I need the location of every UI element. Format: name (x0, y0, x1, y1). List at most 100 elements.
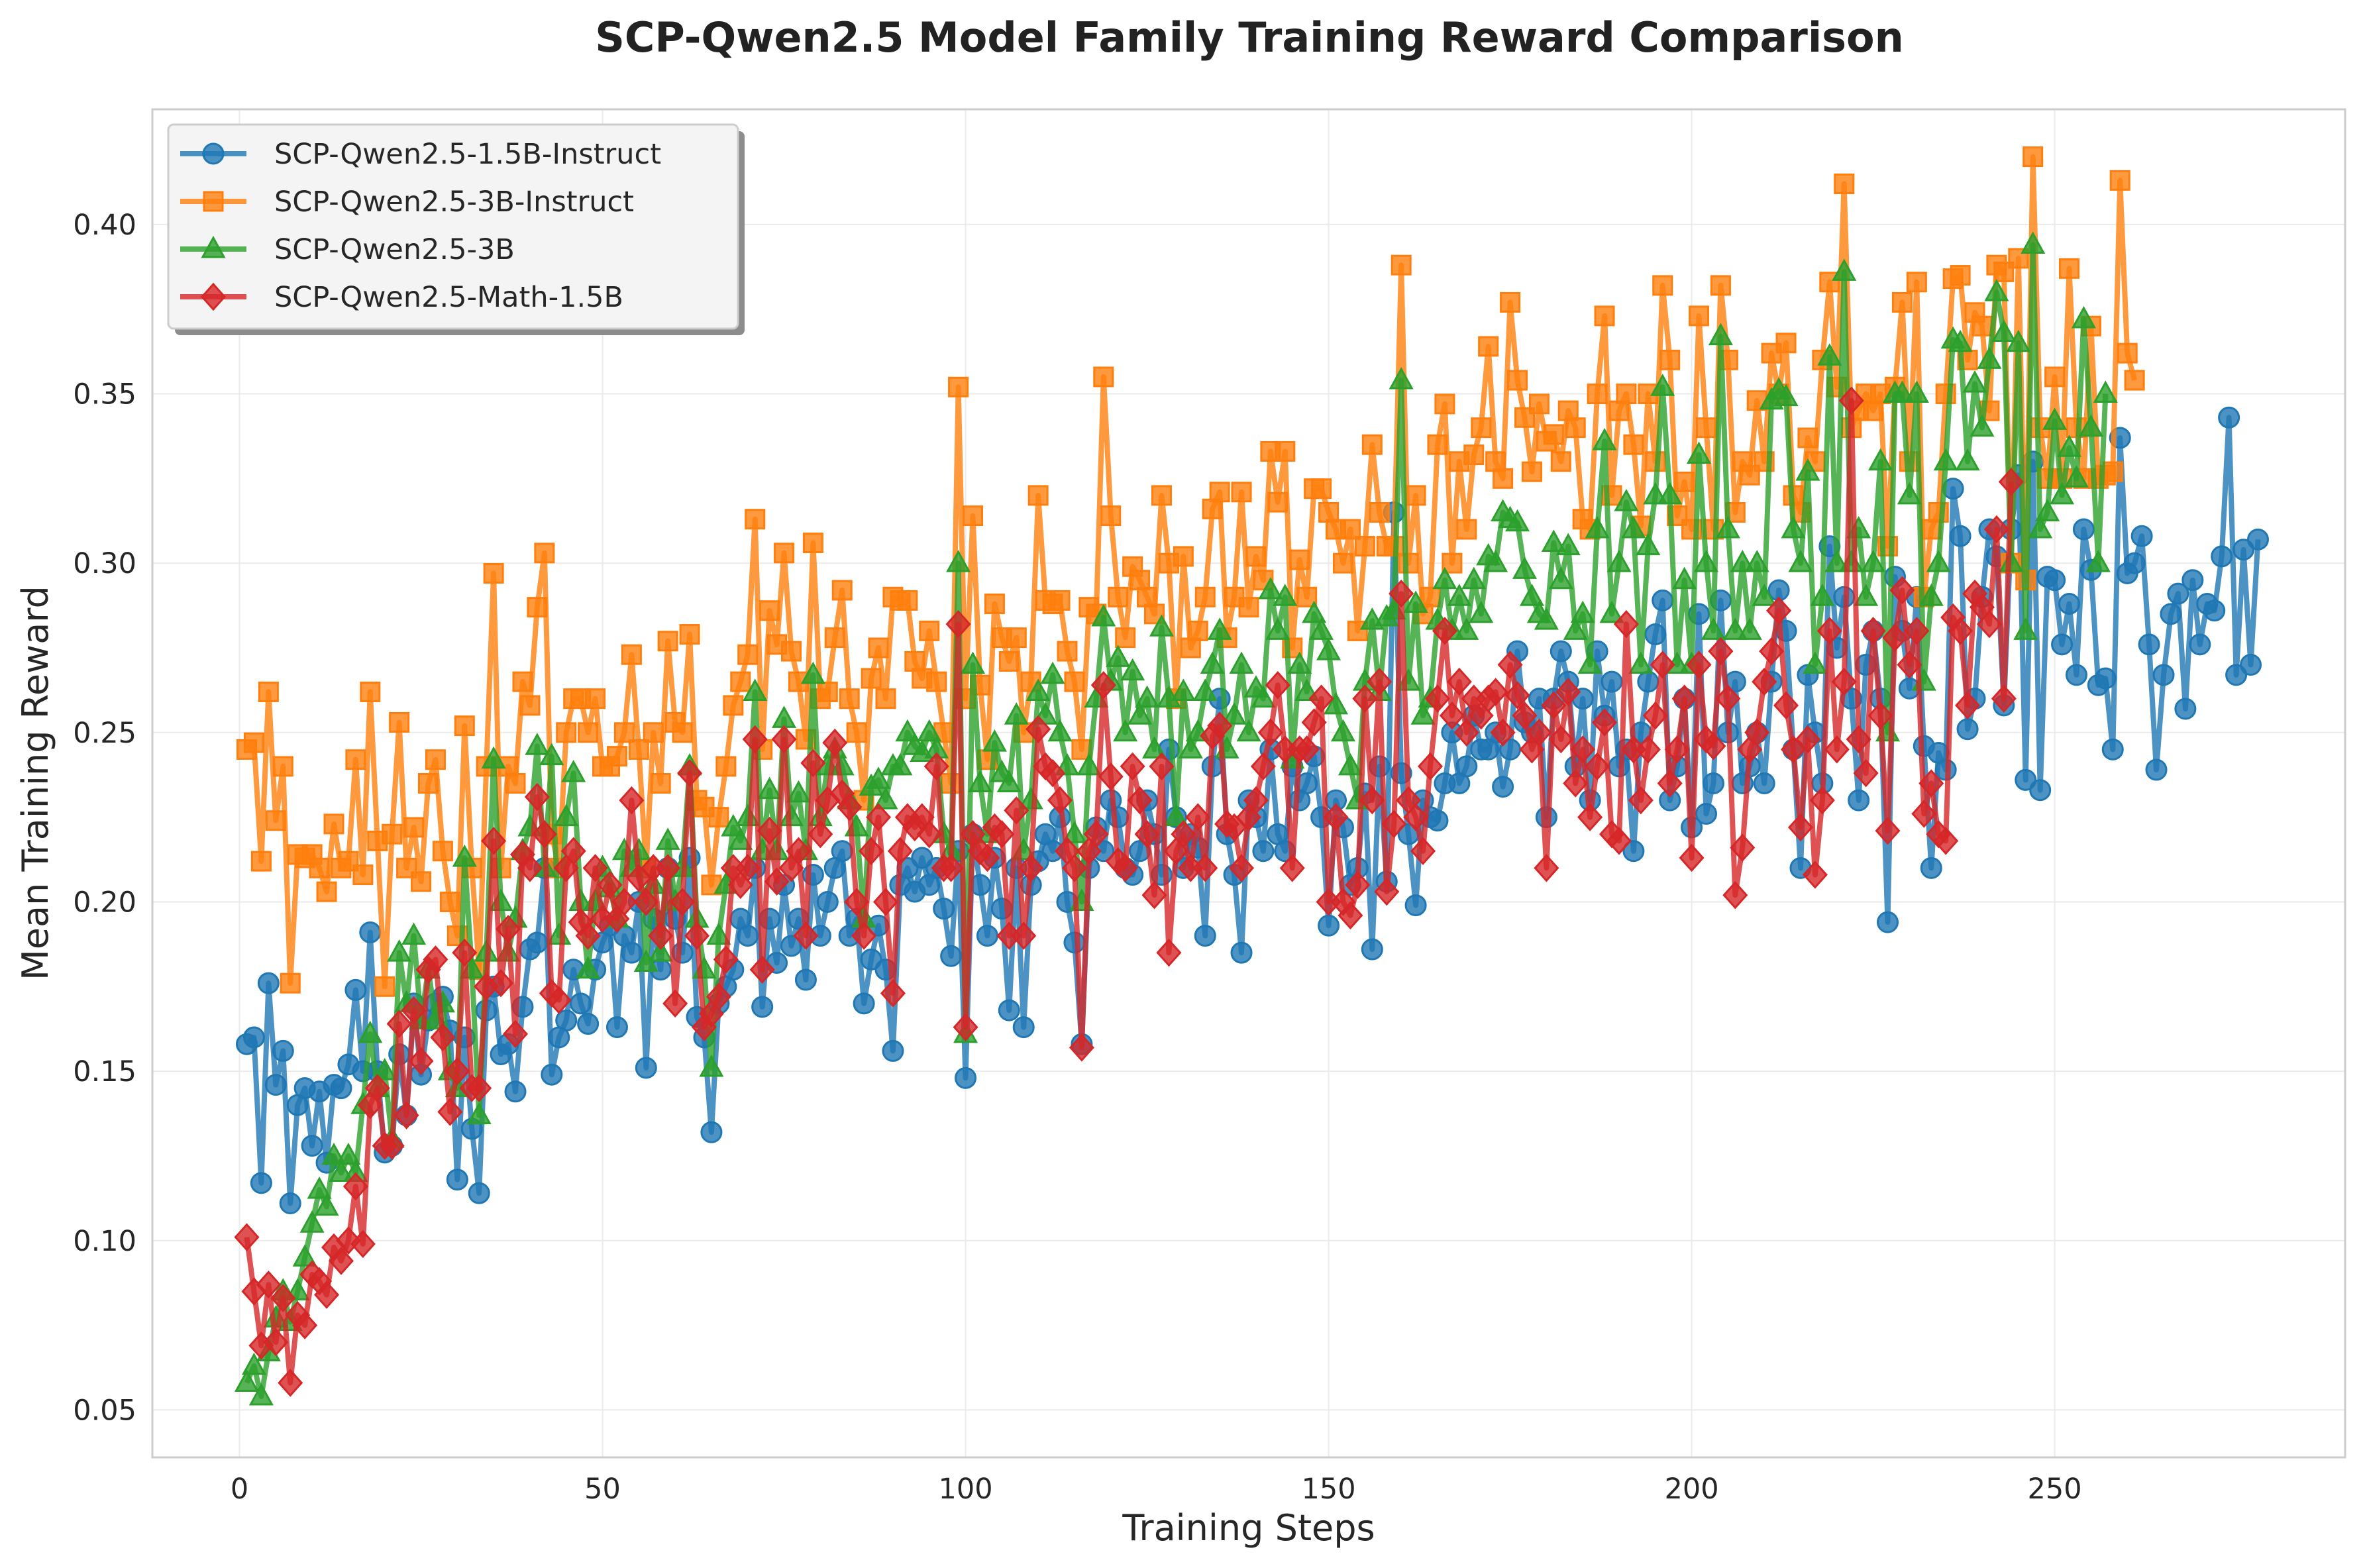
data-point (1541, 529, 1566, 552)
data-point (1287, 651, 1312, 674)
data-point (2109, 170, 2130, 191)
data-point (1521, 461, 1542, 482)
data-point (577, 1013, 600, 1035)
data-point (1171, 678, 1196, 701)
data-point (263, 1328, 289, 1357)
data-point (1541, 691, 1567, 720)
data-point (1730, 833, 1756, 862)
data-point (737, 925, 759, 947)
data-point (1077, 753, 1102, 776)
data-point (1652, 589, 1674, 611)
data-point (1098, 762, 1124, 791)
data-point (963, 505, 984, 527)
data-point (250, 1172, 272, 1194)
data-point (1637, 670, 1659, 693)
data-point (1294, 735, 1320, 764)
data-point (1047, 786, 1073, 815)
data-point (1497, 651, 1523, 679)
data-point (2211, 545, 2233, 568)
data-point (314, 1193, 339, 1216)
data-point (866, 803, 892, 831)
legend-item: SCP-Qwen2.5-3B (180, 233, 515, 266)
data-point (1991, 684, 2017, 713)
data-point (264, 1074, 287, 1096)
data-point (1302, 600, 1327, 623)
data-point (2058, 593, 2081, 615)
data-point (1809, 786, 1835, 815)
data-point (1100, 505, 1122, 527)
data-point (597, 870, 623, 900)
data-point (699, 1054, 724, 1077)
data-point (808, 819, 833, 849)
data-point (1127, 786, 1153, 815)
data-point (1332, 552, 1353, 574)
data-point (1265, 670, 1290, 700)
data-point (1047, 719, 1073, 742)
data-point (1906, 272, 1927, 293)
data-point (560, 837, 586, 866)
data-point (1810, 584, 1835, 606)
data-point (620, 941, 643, 964)
data-point (1838, 386, 1864, 415)
data-point (1875, 816, 1901, 845)
data-point (1752, 584, 1777, 606)
data-point (524, 782, 550, 811)
data-point (1548, 566, 1573, 590)
data-point (1151, 485, 1172, 506)
data-point (1417, 752, 1444, 781)
data-point (1504, 509, 1530, 532)
data-point (1950, 265, 1971, 286)
data-point (1410, 702, 1436, 725)
data-point (662, 989, 688, 1018)
data-point (672, 722, 693, 743)
data-point (1834, 173, 1855, 194)
data-point (919, 620, 940, 641)
data-point (606, 746, 627, 767)
data-point (1854, 584, 1879, 606)
data-point (2203, 600, 2226, 622)
data-point (1352, 684, 1378, 713)
data-point (525, 733, 550, 755)
data-point (1367, 667, 1393, 696)
data-point (960, 651, 986, 674)
data-point (1338, 901, 1363, 930)
data-point (1434, 393, 1455, 415)
data-point (1904, 380, 1929, 403)
data-point (895, 719, 920, 742)
data-point (1657, 482, 1683, 505)
data-point (677, 758, 703, 788)
data-point (743, 678, 768, 701)
data-point (1638, 383, 1659, 404)
data-point (1949, 525, 1971, 547)
data-point (344, 978, 367, 1001)
data-point (1701, 732, 1726, 760)
y-tick-label: 0.35 (73, 378, 136, 411)
data-point (953, 1013, 978, 1041)
data-point (1301, 708, 1327, 737)
data-point (730, 671, 751, 692)
data-point (2044, 366, 2066, 388)
data-point (2023, 146, 2044, 168)
data-point (576, 956, 601, 979)
data-point (1156, 938, 1182, 967)
data-point (1926, 550, 1951, 572)
data-point (2008, 248, 2029, 269)
data-point (1141, 736, 1167, 758)
data-point (1636, 533, 1661, 556)
data-point (2174, 698, 2197, 720)
data-point (800, 661, 825, 684)
data-point (989, 819, 1015, 849)
data-point (2044, 569, 2066, 592)
data-point (386, 1010, 412, 1038)
data-point (800, 749, 826, 778)
legend-item: SCP-Qwen2.5-3B-Instruct (180, 185, 634, 219)
data-point (1563, 769, 1589, 798)
data-point (1006, 627, 1027, 649)
data-point (250, 851, 272, 872)
data-point (270, 1284, 296, 1312)
data-point (1192, 854, 1218, 882)
data-point (372, 1058, 397, 1080)
data-point (1049, 590, 1071, 611)
data-point (505, 773, 526, 794)
data-point (684, 921, 710, 950)
